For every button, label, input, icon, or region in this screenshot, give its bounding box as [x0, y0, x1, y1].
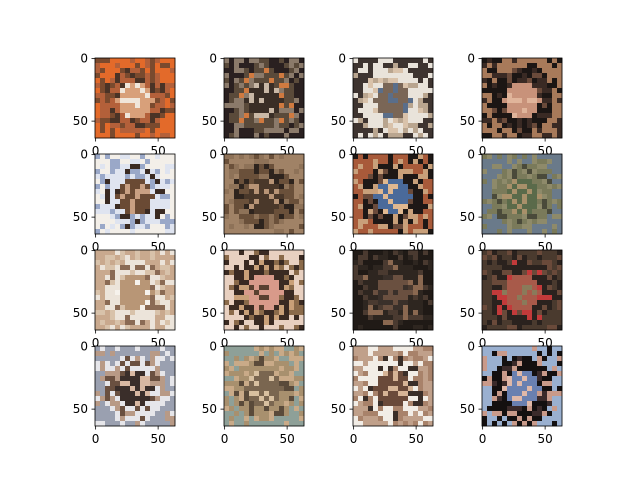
axes-frame	[94, 249, 176, 331]
image-panel	[482, 154, 563, 235]
axes-frame	[223, 57, 305, 139]
y-tick-label: 0	[338, 340, 346, 354]
y-tick-label: 50	[73, 114, 88, 128]
x-tick-label: 0	[479, 240, 487, 254]
y-tick-label: 50	[460, 210, 475, 224]
y-tick-label: 0	[209, 52, 217, 66]
x-tick-label: 0	[350, 240, 358, 254]
x-tick-label: 0	[92, 240, 100, 254]
y-tick-label: 0	[467, 340, 475, 354]
y-tick-label: 50	[202, 210, 217, 224]
y-tick-label: 0	[80, 340, 88, 354]
x-tick-label: 0	[221, 144, 229, 158]
image-panel	[95, 346, 176, 427]
x-tick-label: 0	[479, 336, 487, 350]
image-panel	[95, 250, 176, 331]
x-tick-label: 50	[537, 432, 552, 446]
image-panel	[224, 154, 305, 235]
y-tick-label: 50	[331, 306, 346, 320]
image-panel	[224, 346, 305, 427]
axes-frame	[223, 249, 305, 331]
x-tick-label: 0	[479, 432, 487, 446]
y-tick-label: 50	[331, 402, 346, 416]
y-tick-label: 50	[202, 306, 217, 320]
x-tick-label: 50	[408, 432, 423, 446]
y-tick-label: 0	[209, 340, 217, 354]
y-tick-label: 0	[80, 244, 88, 258]
image-panel	[482, 346, 563, 427]
axes-frame	[481, 153, 563, 235]
axes-frame	[94, 57, 176, 139]
y-tick-label: 50	[460, 402, 475, 416]
y-tick-label: 0	[338, 52, 346, 66]
axes-frame	[352, 153, 434, 235]
image-panel	[95, 58, 176, 139]
axes-frame	[352, 57, 434, 139]
image-panel	[353, 58, 434, 139]
x-tick-label: 50	[279, 432, 294, 446]
y-tick-label: 50	[460, 306, 475, 320]
x-tick-label: 0	[221, 336, 229, 350]
image-panel	[353, 346, 434, 427]
y-tick-label: 50	[73, 402, 88, 416]
x-tick-label: 0	[92, 336, 100, 350]
x-tick-label: 0	[350, 432, 358, 446]
x-tick-label: 0	[221, 240, 229, 254]
y-tick-label: 50	[73, 210, 88, 224]
x-tick-label: 0	[479, 144, 487, 158]
y-tick-label: 0	[338, 244, 346, 258]
y-tick-label: 0	[209, 244, 217, 258]
x-tick-label: 0	[350, 144, 358, 158]
y-tick-label: 0	[80, 148, 88, 162]
axes-frame	[223, 153, 305, 235]
y-tick-label: 50	[202, 402, 217, 416]
image-panel	[482, 250, 563, 331]
image-panel	[353, 250, 434, 331]
y-tick-label: 0	[467, 244, 475, 258]
image-panel	[224, 58, 305, 139]
y-tick-label: 50	[460, 114, 475, 128]
y-tick-label: 0	[338, 148, 346, 162]
y-tick-label: 0	[80, 52, 88, 66]
x-tick-label: 0	[92, 432, 100, 446]
axes-frame	[94, 345, 176, 427]
x-tick-label: 50	[150, 432, 165, 446]
y-tick-label: 50	[73, 306, 88, 320]
image-panel	[482, 58, 563, 139]
y-tick-label: 0	[209, 148, 217, 162]
y-tick-label: 50	[331, 210, 346, 224]
y-tick-label: 50	[331, 114, 346, 128]
axes-frame	[481, 345, 563, 427]
axes-frame	[481, 57, 563, 139]
y-tick-label: 0	[467, 148, 475, 162]
y-tick-label: 0	[467, 52, 475, 66]
axes-frame	[352, 345, 434, 427]
image-panel	[353, 154, 434, 235]
y-tick-label: 50	[202, 114, 217, 128]
x-tick-label: 0	[92, 144, 100, 158]
x-tick-label: 0	[350, 336, 358, 350]
image-panel	[95, 154, 176, 235]
axes-frame	[94, 153, 176, 235]
axes-frame	[481, 249, 563, 331]
axes-frame	[223, 345, 305, 427]
image-panel	[224, 250, 305, 331]
x-tick-label: 0	[221, 432, 229, 446]
axes-frame	[352, 249, 434, 331]
